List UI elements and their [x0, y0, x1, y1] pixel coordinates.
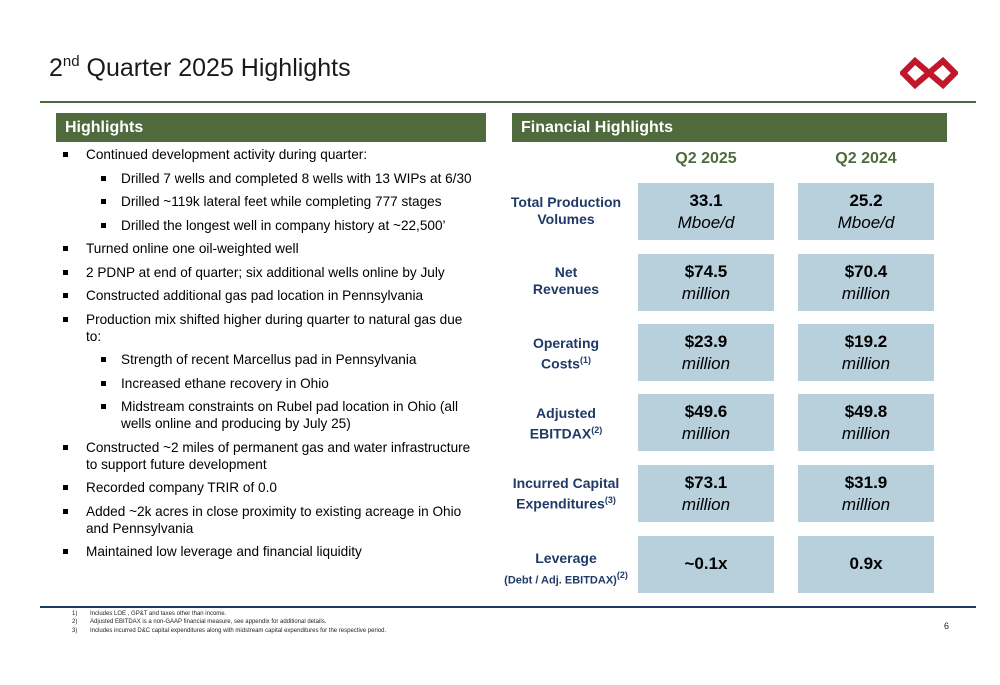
bullet-square-icon — [101, 404, 106, 409]
list-item: Increased ethane recovery in Ohio — [56, 375, 476, 392]
bullet-square-icon — [63, 152, 68, 157]
infinity-logo-icon — [900, 56, 958, 90]
list-item: Maintained low leverage and financial li… — [56, 543, 476, 560]
bullet-square-icon — [63, 246, 68, 251]
list-item: Constructed ~2 miles of permanent gas an… — [56, 439, 476, 473]
row-label-adjusted-ebitdax: Adjusted EBITDAX(2) — [529, 405, 603, 442]
metric-box: ~0.1x — [638, 536, 774, 593]
bullet-square-icon — [63, 444, 68, 450]
bullet-square-icon — [63, 485, 68, 490]
list-item: Constructed additional gas pad location … — [56, 287, 476, 304]
bullet-square-icon — [63, 549, 68, 554]
footnote: 1) Includes LOE , GP&T and taxes other th… — [72, 611, 227, 617]
metric-box: $73.1 million — [638, 465, 774, 522]
list-item: Continued development activity during qu… — [56, 146, 476, 163]
page-title: 2nd Quarter 2025 Highlights — [49, 53, 351, 82]
bullet-square-icon — [101, 175, 106, 181]
list-item: Drilled the longest well in company hist… — [56, 217, 476, 234]
list-item: Added ~2k acres in close proximity to ex… — [56, 503, 476, 537]
list-item: 2 PDNP at end of quarter; six additional… — [56, 264, 476, 281]
metric-box: 33.1 Mboe/d — [638, 183, 774, 240]
metric-box: $49.8 million — [798, 394, 934, 451]
page-number: 6 — [944, 621, 950, 631]
metric-box: 25.2 Mboe/d — [798, 183, 934, 240]
footnotes: 1) Includes LOE , GP&T and taxes other th… — [72, 610, 386, 635]
metric-box: 0.9x — [798, 536, 934, 593]
header-divider — [40, 101, 976, 103]
list-item: Recorded company TRIR of 0.0 — [56, 479, 476, 496]
metric-box: $23.9 million — [638, 324, 774, 381]
footnote: 3) Includes incurred D&C capital expendit… — [72, 627, 387, 634]
bullet-square-icon — [63, 508, 68, 514]
row-label-operating-costs: Operating Costs(1) — [532, 335, 600, 372]
financial-highlights-heading: Financial Highlights — [512, 113, 947, 142]
list-item: Turned online one oil-weighted well — [56, 240, 476, 257]
metric-box: $70.4 million — [798, 254, 934, 311]
metric-box: $31.9 million — [798, 465, 934, 522]
list-item: Drilled ~119k lateral feet while complet… — [56, 193, 476, 210]
bullet-square-icon — [63, 269, 68, 275]
row-label-net-revenues: Net Revenues — [532, 264, 600, 297]
row-label-leverage: Leverage (Debt / Adj. EBITDAX)(2) — [504, 550, 628, 587]
bullet-square-icon — [101, 357, 106, 362]
highlights-heading: Highlights — [56, 113, 486, 142]
bullet-square-icon — [101, 199, 106, 204]
list-item: Midstream constraints on Rubel pad locat… — [56, 398, 476, 432]
column-header-q2-2025: Q2 2025 — [675, 150, 737, 167]
bullet-square-icon — [101, 380, 106, 386]
column-header-q2-2024: Q2 2024 — [835, 150, 897, 167]
bullet-square-icon — [63, 293, 68, 298]
bullet-square-icon — [101, 222, 106, 228]
list-item: Drilled 7 wells and completed 8 wells wi… — [56, 170, 476, 187]
row-label-production: Total Production Volumes — [510, 194, 622, 227]
list-item: Strength of recent Marcellus pad in Penn… — [56, 351, 476, 368]
metric-box: $74.5 million — [638, 254, 774, 311]
footnote: 2) Adjusted EBITDAX is a non-GAAP financi… — [72, 619, 327, 626]
bullet-square-icon — [63, 316, 68, 322]
list-item: Production mix shifted higher during qua… — [56, 311, 476, 345]
footer-divider — [40, 606, 976, 608]
row-label-capital-expenditures: Incurred Capital Expenditures(3) — [512, 475, 620, 512]
metric-box: $49.6 million — [638, 394, 774, 451]
metric-box: $19.2 million — [798, 324, 934, 381]
highlights-list: Continued development activity during qu… — [56, 146, 476, 560]
